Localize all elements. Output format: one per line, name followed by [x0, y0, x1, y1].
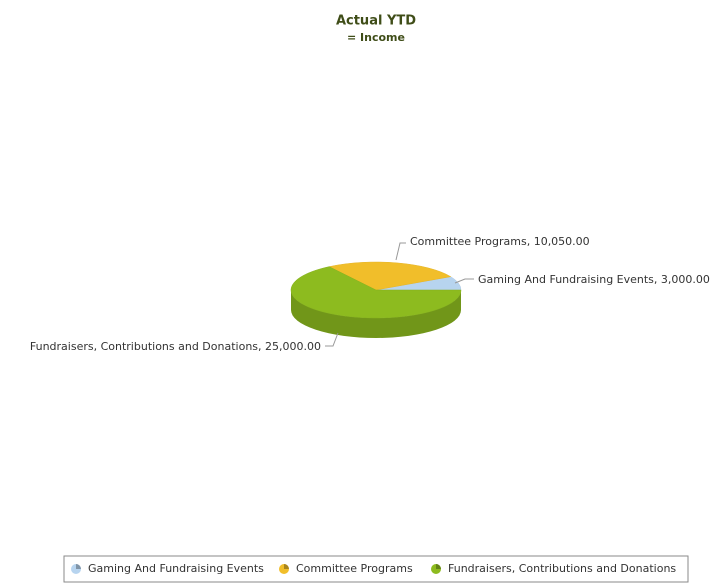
data-label: Fundraisers, Contributions and Donations… — [30, 340, 321, 353]
pie-slice — [290, 266, 462, 319]
leader-line — [454, 278, 474, 284]
legend-label: Gaming And Fundraising Events — [88, 562, 264, 575]
legend-icon-cut — [76, 564, 81, 569]
legend-icon-cut — [284, 564, 289, 569]
leader-line — [325, 332, 339, 347]
data-label: Gaming And Fundraising Events, 3,000.00 — [478, 273, 710, 286]
legend-label: Committee Programs — [296, 562, 413, 575]
pie-slice — [328, 261, 452, 291]
legend-box — [63, 555, 689, 583]
pie-side — [291, 290, 461, 338]
leader-line — [395, 242, 406, 261]
legend-icon-cut — [436, 564, 441, 569]
chart-title: Actual YTD — [336, 14, 416, 29]
chart-subtitle: = Income — [347, 31, 405, 44]
data-label: Committee Programs, 10,050.00 — [410, 235, 590, 248]
legend-label: Fundraisers, Contributions and Donations — [448, 562, 676, 575]
